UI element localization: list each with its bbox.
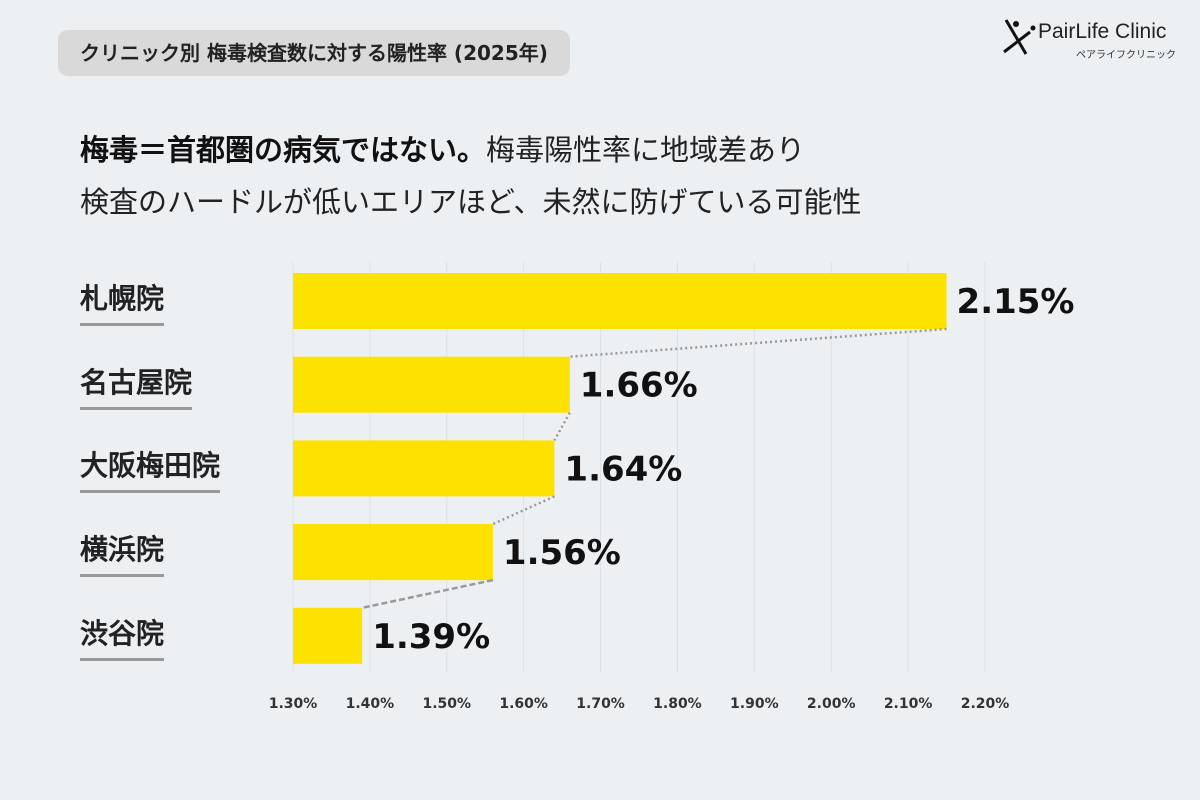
connector-line bbox=[553, 412, 571, 442]
x-tick-label: 1.70% bbox=[576, 696, 625, 712]
x-tick-label: 1.50% bbox=[422, 696, 471, 712]
headline: 梅毒＝首都圏の病気ではない。梅毒陽性率に地域差あり 検査のハードルが低いエリアほ… bbox=[80, 124, 862, 228]
bar bbox=[293, 524, 493, 581]
x-tick-label: 1.40% bbox=[346, 696, 395, 712]
logo-subtitle: ペアライフクリニック bbox=[1076, 50, 1176, 61]
connector-line bbox=[569, 327, 947, 358]
bar bbox=[293, 273, 947, 329]
x-tick-label: 1.90% bbox=[730, 696, 779, 712]
logo-name: PairLife Clinic bbox=[1038, 20, 1167, 43]
bar bbox=[293, 440, 555, 497]
bar bbox=[293, 607, 363, 664]
x-tick-label: 1.30% bbox=[269, 696, 318, 712]
connector-line bbox=[492, 495, 555, 526]
value-label: 1.66% bbox=[580, 366, 698, 406]
category-label: 横浜院 bbox=[80, 528, 165, 578]
headline-line1: 梅毒陽性率に地域差あり bbox=[486, 133, 806, 167]
x-tick-label: 2.00% bbox=[807, 696, 856, 712]
x-tick-label: 1.60% bbox=[499, 696, 548, 712]
x-tick-label: 2.10% bbox=[884, 696, 933, 712]
category-label: 渋谷院 bbox=[80, 612, 165, 661]
connector-line bbox=[361, 578, 494, 610]
value-label: 1.39% bbox=[372, 617, 490, 657]
x-tick-label: 2.20% bbox=[961, 696, 1010, 712]
x-tick-label: 1.80% bbox=[653, 696, 702, 712]
chart-title-badge: クリニック別 梅毒検査数に対する陽性率 (2025年) bbox=[58, 30, 570, 76]
bar bbox=[293, 356, 570, 413]
headline-bold: 梅毒＝首都圏の病気ではない。 bbox=[80, 133, 487, 167]
value-label: 1.56% bbox=[503, 533, 621, 573]
logo: PairLife Clinic ペアライフクリニック bbox=[1000, 16, 1200, 66]
value-label: 2.15% bbox=[957, 282, 1075, 322]
logo-figure-icon bbox=[1003, 19, 1036, 55]
category-label: 大阪梅田院 bbox=[80, 444, 221, 494]
category-label: 名古屋院 bbox=[80, 361, 193, 410]
category-label: 札幌院 bbox=[80, 277, 165, 326]
value-label: 1.64% bbox=[564, 449, 682, 489]
headline-line2: 検査のハードルが低いエリアほど、未然に防げている可能性 bbox=[80, 185, 862, 219]
